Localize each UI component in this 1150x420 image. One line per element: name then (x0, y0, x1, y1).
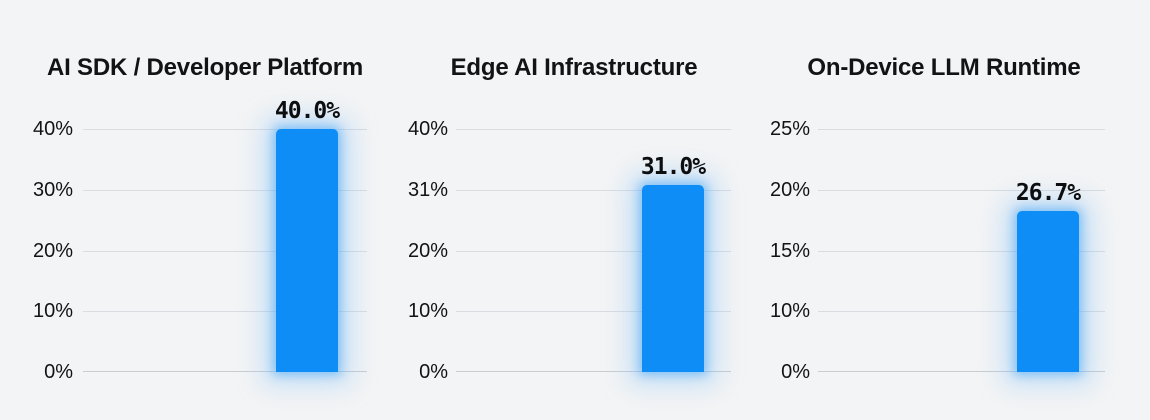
bar (642, 185, 704, 372)
gridline (83, 371, 367, 372)
y-axis-tick: 30% (32, 178, 73, 201)
plot-area: 31.0% (456, 129, 731, 372)
chart-title: Edge AI Infrastructure (450, 54, 698, 81)
gridline (456, 311, 731, 313)
plot-area: 26.7% (818, 129, 1105, 372)
y-axis-tick: 20% (32, 239, 73, 262)
chart-title: On-Device LLM Runtime (807, 54, 1081, 81)
y-axis: 40% 31% 20% 10% 0% (392, 118, 448, 383)
bar-value-label: 26.7% (1015, 180, 1081, 206)
bar-value-label: 40.0% (274, 98, 340, 124)
y-axis-tick: 0% (419, 361, 448, 383)
gridline (818, 189, 1105, 191)
y-axis-tick: 25% (769, 118, 810, 140)
y-axis-tick: 0% (781, 361, 810, 383)
gridline (83, 189, 367, 191)
y-axis-tick: 40% (407, 118, 448, 140)
y-axis-tick: 10% (32, 300, 73, 323)
gridline (456, 129, 731, 130)
y-axis: 25% 20% 15% 10% 0% (754, 118, 810, 383)
gridline (818, 129, 1105, 130)
gridline (818, 371, 1105, 372)
gridline (818, 311, 1105, 313)
y-axis-tick: 20% (769, 178, 810, 201)
bar-value-label: 31.0% (640, 154, 706, 180)
gridline (83, 129, 367, 130)
y-axis-tick: 15% (769, 239, 810, 262)
y-axis: 40% 30% 20% 10% 0% (13, 118, 73, 383)
y-axis-tick: 0% (44, 361, 73, 383)
y-axis-tick: 10% (769, 300, 810, 323)
plot-area: 40.0% (83, 98, 367, 372)
y-axis-tick: 40% (32, 118, 73, 140)
gridline (456, 250, 731, 252)
y-axis-tick: 10% (407, 300, 448, 323)
gridline (456, 371, 731, 372)
chart-title: AI SDK / Developer Platform (46, 54, 363, 81)
bar (276, 129, 338, 372)
gridline (83, 311, 367, 313)
y-axis-tick: 20% (407, 239, 448, 262)
y-axis-tick: 31% (407, 178, 448, 201)
gridline (818, 250, 1105, 252)
bar (1017, 211, 1079, 372)
gridline (456, 189, 731, 191)
gridline (83, 250, 367, 252)
